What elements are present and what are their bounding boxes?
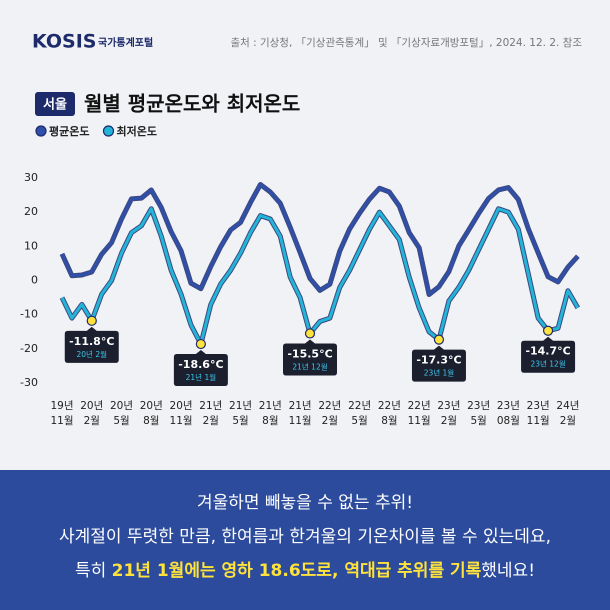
legend-dot <box>35 125 47 137</box>
x-tick-label: 19년 11월 <box>50 400 73 427</box>
legend: 평균온도 최저온도 <box>35 124 157 138</box>
callout-date: 21년 1월 <box>186 372 217 382</box>
y-tick-label: 10 <box>24 239 38 252</box>
x-tick-label: 24년 2월 <box>556 400 579 427</box>
callout-label: -17.3°C <box>416 354 461 367</box>
legend-label: 평균온도 <box>49 124 89 138</box>
y-tick-label: -20 <box>20 342 38 355</box>
banner-line: 사계절이 뚜렷한 만큼, 한여름과 한겨울의 기온차이를 볼 수 있는데요, <box>59 527 551 547</box>
highlight-dot <box>542 325 554 336</box>
plot: 30 20 10 0 -10 -20 -30 19년 11월 20년 2월 20년 5월 20년 8월 20년… <box>20 171 581 427</box>
highlight-dot <box>195 338 206 350</box>
highlight-dot <box>433 334 445 345</box>
highlight-dot <box>86 315 97 326</box>
callout-bg <box>283 339 337 376</box>
x-tick-label: 20년 2월 <box>80 400 103 427</box>
banner: 겨울하면 빼놓을 수 없는 추위! 사계절이 뚜렷한 만큼, 한여름과 한겨울의 … <box>59 493 551 581</box>
x-tick-label: 21년 2월 <box>199 400 222 427</box>
banner-line: 특히 21년 1월에는 영하 18.6도로, 역대급 추위를 기록했네요! <box>75 561 535 581</box>
banner-line: 겨울하면 빼놓을 수 없는 추위! <box>197 493 413 513</box>
callout-bg <box>173 350 228 387</box>
callout-bg <box>411 345 466 382</box>
legend-dot <box>102 125 115 137</box>
x-tick-label: 21년 5월 <box>229 400 252 427</box>
banner-text: 21년 1월에는 영하 18.6도로, 역대급 추위를 기록 <box>112 561 482 581</box>
callout-label: -11.8°C <box>69 335 114 348</box>
x-tick-label: 20년 11월 <box>170 400 193 427</box>
x-tick-label: 20년 5월 <box>110 400 133 427</box>
logo-sub: 국가통계포털 <box>98 36 153 49</box>
x-tick-label: 22년 11월 <box>408 400 431 427</box>
x-tick-label: 20년 8월 <box>140 400 163 427</box>
x-tick-label: 22년 8월 <box>378 400 401 427</box>
badge: 서울 <box>43 97 67 113</box>
source: 출처 : 기상청, 「기상관측통계」 및 「기상자료개방포털」, 2024. 1… <box>230 37 582 49</box>
banner-text: 특히 <box>75 561 112 581</box>
callout-bg <box>521 336 576 373</box>
y-tick-label: 20 <box>24 205 38 218</box>
chart-title: 월별 평균온도와 최저온도 <box>84 92 300 116</box>
badge-bg <box>35 92 75 116</box>
y-tick-label: -30 <box>20 376 38 389</box>
x-tick-label: 23년 5월 <box>467 400 490 427</box>
x-tick-label: 23년 11월 <box>527 400 550 427</box>
x-tick-label: 23년 08월 <box>497 400 520 427</box>
callout-bg <box>64 326 119 363</box>
x-tick-label: 23년 2월 <box>437 400 460 427</box>
callout-date: 23년 12월 <box>530 359 565 369</box>
line <box>60 207 580 346</box>
banner-text: 했네요! <box>481 561 535 581</box>
banner-bg <box>0 470 610 610</box>
y-tick-label: 30 <box>24 171 38 184</box>
callout-label: -15.5°C <box>287 347 332 360</box>
legend-label: 최저온도 <box>116 124 156 138</box>
x-tick-label: 22년 5월 <box>348 400 371 427</box>
x-tick-label: 22년 2월 <box>318 400 341 427</box>
banner-text: 겨울하면 빼놓을 수 없는 추위! <box>197 493 413 513</box>
logo: KOSIS <box>32 31 96 53</box>
callout-date: 21년 12월 <box>292 361 327 371</box>
banner-text: 사계절이 뚜렷한 만큼, 한여름과 한겨울의 기온차이를 볼 수 있는데요, <box>59 527 551 547</box>
y-tick-label: 0 <box>31 274 38 287</box>
x-tick-label: 21년 11월 <box>289 400 312 427</box>
line <box>60 182 579 297</box>
x-tick-label: 21년 8월 <box>259 400 282 427</box>
y-tick-label: -10 <box>20 308 38 321</box>
background <box>0 0 610 470</box>
callout-date: 20년 2월 <box>77 349 108 359</box>
highlight-dot <box>304 328 316 339</box>
callout-date: 23년 1월 <box>424 368 455 378</box>
callout-label: -18.6°C <box>178 358 223 371</box>
callout-label: -14.7°C <box>525 345 570 358</box>
